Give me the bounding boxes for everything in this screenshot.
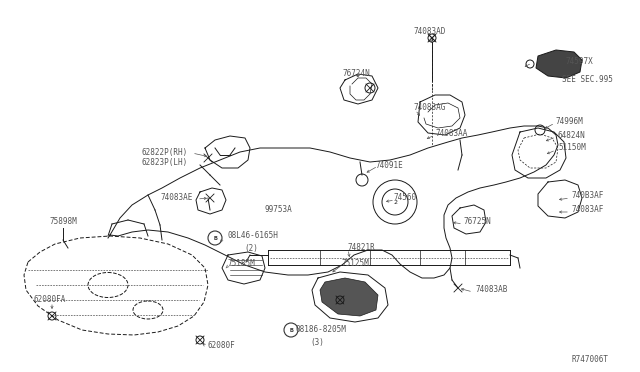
Text: R747006T: R747006T <box>571 356 608 365</box>
Polygon shape <box>536 50 582 78</box>
Text: 74996M: 74996M <box>555 116 583 125</box>
Polygon shape <box>320 278 378 316</box>
Text: 74821R: 74821R <box>348 244 376 253</box>
Text: 75185M: 75185M <box>228 260 256 269</box>
Text: 74083AG: 74083AG <box>413 103 445 112</box>
Text: 74091E: 74091E <box>376 160 404 170</box>
Text: 740B3AF: 740B3AF <box>572 190 604 199</box>
Text: 74083AA: 74083AA <box>435 129 467 138</box>
Text: 74083AF: 74083AF <box>572 205 604 215</box>
Text: 08L46-6165H: 08L46-6165H <box>227 231 278 241</box>
Text: B: B <box>213 235 217 241</box>
Text: 74083AD: 74083AD <box>414 28 446 36</box>
Text: 76725N: 76725N <box>464 218 492 227</box>
Text: 75125M: 75125M <box>342 260 370 269</box>
Text: 08186-8205M: 08186-8205M <box>295 326 346 334</box>
Text: 62823P(LH): 62823P(LH) <box>141 158 188 167</box>
Text: (2): (2) <box>244 244 258 253</box>
Text: 74083AB: 74083AB <box>475 285 508 295</box>
Text: 74560: 74560 <box>393 193 416 202</box>
Text: 75898M: 75898M <box>49 218 77 227</box>
Text: 74083AE: 74083AE <box>161 193 193 202</box>
Text: 96610A: 96610A <box>348 301 376 310</box>
Text: 51150M: 51150M <box>558 144 586 153</box>
Text: 62080FA: 62080FA <box>34 295 66 305</box>
Text: 62822P(RH): 62822P(RH) <box>141 148 188 157</box>
Text: (3): (3) <box>310 337 324 346</box>
Text: 76724N: 76724N <box>342 68 370 77</box>
Text: 99753A: 99753A <box>264 205 292 215</box>
Text: 62080F: 62080F <box>208 340 236 350</box>
Text: SEE SEC.995: SEE SEC.995 <box>562 76 613 84</box>
Text: 2: 2 <box>393 199 397 205</box>
Text: B: B <box>289 327 293 333</box>
Text: 74597X: 74597X <box>565 58 593 67</box>
Text: 64824N: 64824N <box>558 131 586 140</box>
